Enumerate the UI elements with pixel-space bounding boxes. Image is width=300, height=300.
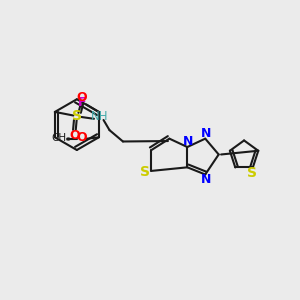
Text: O: O (76, 131, 86, 144)
Text: S: S (247, 167, 257, 180)
Text: S: S (72, 110, 82, 123)
Text: N: N (183, 135, 193, 148)
Text: NH: NH (91, 110, 109, 123)
Text: F: F (78, 96, 86, 109)
Text: S: S (140, 164, 150, 178)
Text: CH₃: CH₃ (52, 133, 71, 143)
Text: O: O (69, 129, 80, 142)
Text: N: N (201, 173, 211, 186)
Text: N: N (201, 127, 211, 140)
Text: O: O (77, 92, 87, 104)
